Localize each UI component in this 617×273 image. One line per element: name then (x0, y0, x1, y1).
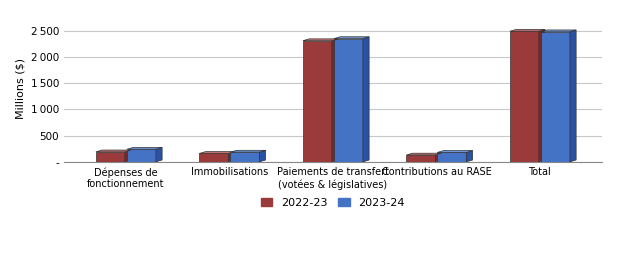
Polygon shape (199, 153, 228, 162)
Polygon shape (228, 152, 234, 162)
Y-axis label: Millions ($): Millions ($) (15, 58, 25, 119)
Polygon shape (510, 29, 545, 31)
Polygon shape (363, 37, 369, 162)
Polygon shape (570, 30, 576, 162)
Polygon shape (125, 150, 131, 162)
Polygon shape (466, 151, 473, 162)
Polygon shape (510, 31, 539, 162)
Polygon shape (96, 152, 125, 162)
Polygon shape (199, 152, 234, 153)
Polygon shape (303, 41, 332, 162)
Polygon shape (437, 152, 466, 162)
Polygon shape (334, 38, 363, 162)
Polygon shape (407, 153, 442, 155)
Polygon shape (437, 151, 473, 152)
Polygon shape (436, 153, 442, 162)
Polygon shape (303, 39, 338, 41)
Polygon shape (259, 150, 266, 162)
Polygon shape (334, 37, 369, 38)
Polygon shape (541, 30, 576, 32)
Polygon shape (407, 155, 436, 162)
Polygon shape (127, 149, 156, 162)
Polygon shape (96, 150, 131, 152)
Polygon shape (156, 147, 162, 162)
Polygon shape (127, 147, 162, 149)
Polygon shape (230, 152, 259, 162)
Polygon shape (332, 39, 338, 162)
Legend: 2022-23, 2023-24: 2022-23, 2023-24 (257, 193, 410, 212)
Polygon shape (230, 150, 266, 152)
Polygon shape (541, 32, 570, 162)
Polygon shape (539, 29, 545, 162)
